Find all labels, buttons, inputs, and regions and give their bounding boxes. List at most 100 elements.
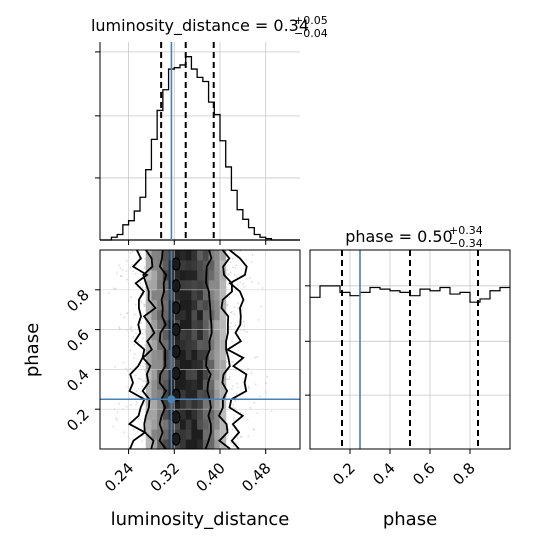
scatter-point bbox=[260, 305, 262, 308]
scatter-point bbox=[233, 313, 236, 315]
luminosity-distance-histogram-panel: luminosity_distance = 0.34 +0.05 −0.04 bbox=[91, 14, 328, 245]
density-cell bbox=[180, 439, 187, 450]
scatter-point bbox=[139, 418, 142, 421]
density-cell bbox=[197, 309, 204, 321]
contour-lines bbox=[127, 249, 248, 450]
density-cell bbox=[145, 299, 152, 311]
title-eq: = bbox=[250, 16, 274, 35]
density-cell bbox=[151, 399, 158, 410]
scatter-point bbox=[116, 411, 119, 414]
scatter-point bbox=[126, 278, 129, 281]
scatter-point bbox=[230, 360, 233, 363]
density-cell bbox=[191, 309, 198, 321]
density-cell bbox=[162, 439, 170, 450]
density-cell bbox=[202, 250, 210, 261]
density-cell bbox=[162, 369, 170, 380]
density-cell bbox=[220, 419, 227, 430]
scatter-point bbox=[230, 311, 232, 314]
density-cell bbox=[214, 419, 221, 430]
density-cell bbox=[202, 349, 210, 360]
density-cell bbox=[191, 409, 198, 420]
density-cell bbox=[202, 419, 210, 430]
scatter-point bbox=[116, 418, 118, 421]
contour-line bbox=[204, 249, 213, 450]
density-cell bbox=[157, 339, 164, 350]
density-cell bbox=[151, 429, 158, 440]
scatter-point bbox=[143, 369, 146, 372]
density-cell bbox=[214, 250, 221, 261]
density-cell bbox=[191, 299, 198, 311]
x-tick-label: 0.24 bbox=[101, 459, 137, 495]
density-cell bbox=[208, 269, 215, 281]
density-cell bbox=[208, 279, 215, 291]
density-cell bbox=[197, 349, 204, 360]
density-cell bbox=[162, 299, 170, 311]
scatter-point bbox=[225, 378, 228, 381]
density-cell bbox=[162, 419, 170, 430]
scatter-point bbox=[141, 440, 144, 443]
density-cell bbox=[185, 399, 192, 410]
density-cell bbox=[220, 279, 227, 291]
density-cell bbox=[162, 429, 170, 440]
scatter-point bbox=[261, 287, 264, 289]
density-cell bbox=[185, 419, 192, 430]
density-cell bbox=[157, 399, 164, 410]
density-cell bbox=[191, 439, 198, 450]
density-cell bbox=[185, 319, 192, 331]
scatter-point bbox=[125, 259, 128, 262]
contour-line bbox=[225, 249, 248, 450]
density-cell bbox=[151, 299, 158, 311]
density-cell bbox=[180, 269, 187, 281]
panel-background bbox=[310, 250, 510, 449]
density-cell bbox=[157, 409, 164, 420]
density-cell bbox=[214, 439, 221, 450]
contour-island bbox=[171, 344, 181, 359]
density-cell bbox=[145, 419, 152, 430]
density-cell bbox=[162, 250, 170, 261]
scatter-point bbox=[130, 296, 132, 298]
scatter-point bbox=[251, 280, 254, 283]
panel-title: luminosity_distance = 0.34 bbox=[91, 16, 309, 36]
scatter-point bbox=[243, 324, 246, 327]
density-cell bbox=[191, 279, 198, 291]
density-cell bbox=[220, 349, 227, 360]
density-cell bbox=[162, 379, 170, 390]
density-cell bbox=[220, 299, 227, 311]
density-cell bbox=[214, 389, 221, 400]
scatter-point bbox=[230, 322, 232, 325]
scatter-point bbox=[249, 406, 252, 409]
density-cell bbox=[185, 379, 192, 390]
scatter-point bbox=[114, 366, 116, 368]
density-cell bbox=[214, 299, 221, 311]
density-cell bbox=[220, 389, 227, 400]
scatter-point bbox=[126, 312, 128, 315]
density-cell bbox=[174, 289, 181, 301]
grid bbox=[100, 250, 300, 449]
title-plus: +0.34 bbox=[449, 224, 483, 237]
x-tick-label: 0.8 bbox=[449, 459, 479, 489]
scatter-point bbox=[251, 254, 254, 256]
x-tick-label: 0.4 bbox=[369, 459, 399, 489]
density-cell bbox=[180, 389, 187, 400]
density-cell bbox=[180, 349, 187, 360]
density-cell bbox=[214, 269, 221, 281]
density-cell bbox=[157, 269, 164, 281]
scatter-point bbox=[228, 295, 231, 298]
density-cell bbox=[191, 379, 198, 390]
density-cell bbox=[220, 359, 227, 370]
density-cell bbox=[157, 289, 164, 301]
scatter-point bbox=[115, 417, 118, 420]
scatter-point bbox=[232, 385, 234, 387]
density-cell bbox=[208, 299, 215, 311]
density-cell bbox=[151, 309, 158, 321]
scatter-point bbox=[227, 428, 230, 431]
scatter-point bbox=[256, 355, 259, 358]
panel-title: phase = 0.50 bbox=[345, 227, 452, 246]
title-minus: −0.04 bbox=[294, 27, 328, 40]
scatter-point bbox=[231, 257, 234, 260]
scatter-point bbox=[226, 304, 228, 307]
scatter-point bbox=[107, 292, 110, 295]
density-cells bbox=[145, 250, 227, 450]
x-tick-label: 0.40 bbox=[192, 459, 228, 495]
density-cell bbox=[157, 309, 164, 321]
